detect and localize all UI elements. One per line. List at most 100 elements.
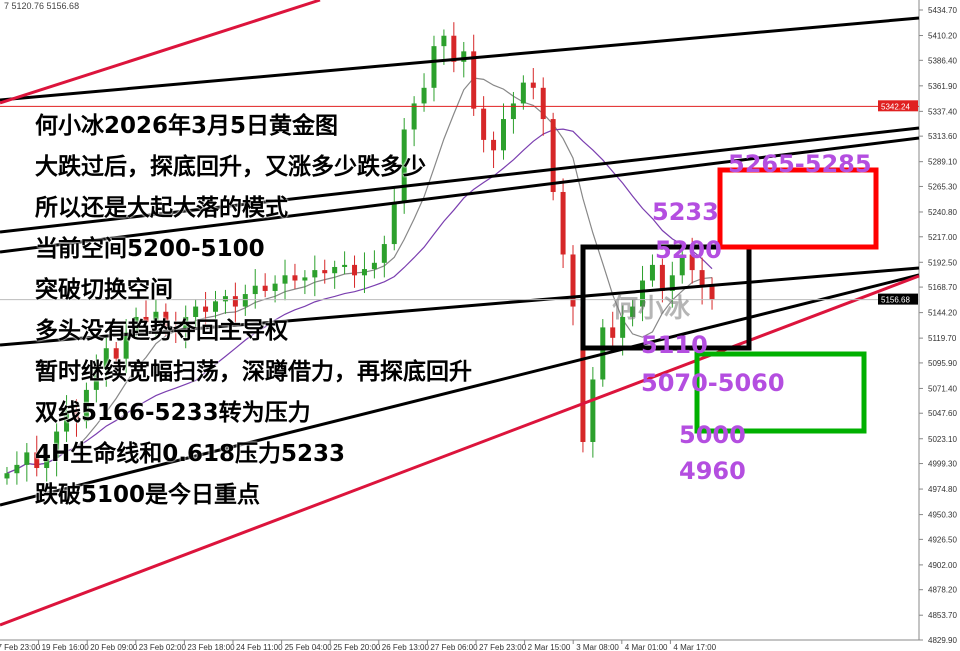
candle <box>143 300 149 334</box>
candle <box>659 258 665 303</box>
candle-body <box>103 348 109 370</box>
trendline-lower-2 <box>0 273 920 507</box>
current-price-tag-label: 5156.68 <box>881 296 910 305</box>
candle <box>242 284 248 316</box>
candle <box>183 305 189 349</box>
candle-body <box>520 82 526 104</box>
y-tick-label: 4902.00 <box>928 561 957 570</box>
candle <box>272 275 278 303</box>
y-tick-label: 4829.90 <box>928 636 957 645</box>
candle-body <box>64 410 70 432</box>
candle-body <box>93 369 99 390</box>
level-5200: 5200 <box>655 236 722 264</box>
level-green-zone: 5070-5060 <box>641 369 785 397</box>
x-tick-label: 4 Mar 01:00 <box>625 643 668 651</box>
ma-fast-line <box>6 77 713 474</box>
box-red-resistance <box>717 167 879 250</box>
candle <box>649 254 655 287</box>
candle-body <box>282 275 288 284</box>
y-tick-label: 5095.90 <box>928 359 957 368</box>
candle <box>361 252 367 294</box>
y-tick-label: 5023.10 <box>928 435 957 444</box>
analysis-line: 所以还是大起大落的模式 <box>35 195 288 221</box>
candle-body <box>421 87 427 104</box>
x-tick-label: 2 Mar 15:00 <box>528 643 571 651</box>
level-red-zone: 5265-5285 <box>728 150 872 178</box>
candle-body <box>590 379 596 442</box>
candle-body <box>322 270 328 274</box>
level-5233: 5233 <box>652 198 719 226</box>
candle-body <box>332 266 338 274</box>
candle-body <box>83 389 89 422</box>
candle <box>640 265 646 322</box>
watermark: 何小冰 <box>612 294 691 324</box>
candle-body <box>391 202 397 245</box>
candle <box>232 282 238 325</box>
candle-body <box>34 452 40 469</box>
level-5000: 5000 <box>679 421 746 449</box>
candle <box>530 68 536 100</box>
candle <box>481 96 487 153</box>
ma-slow-line <box>6 128 713 474</box>
candle-body <box>669 275 675 291</box>
candle-body <box>640 280 646 307</box>
candle <box>491 131 497 169</box>
analysis-line: 突破切换空间 <box>35 277 173 303</box>
candle <box>14 451 20 485</box>
candle-body <box>709 285 715 300</box>
analysis-line: 4H生命线和0.618压力5233 <box>35 441 346 467</box>
y-tick-label: 4974.80 <box>928 485 957 494</box>
analysis-line: 多头没有趋势夺回主导权 <box>35 318 288 344</box>
candle-body <box>610 327 616 338</box>
x-tick-label: 25 Feb 04:00 <box>285 643 333 651</box>
y-tick-label: 5192.50 <box>928 258 957 267</box>
candle <box>203 291 209 328</box>
box-black-range <box>580 244 752 351</box>
level-4960: 4960 <box>679 457 746 485</box>
candle <box>570 245 576 326</box>
candle-body <box>232 296 238 307</box>
candle <box>431 35 437 102</box>
y-tick-label: 5265.30 <box>928 182 957 191</box>
candle-body <box>163 311 169 328</box>
candle-body <box>252 285 258 295</box>
y-tick-label: 4999.30 <box>928 460 957 469</box>
analysis-line: 当前空间5200-5100 <box>35 236 265 262</box>
candle-body <box>292 275 298 281</box>
candle-body <box>699 270 705 286</box>
candle-body <box>381 244 387 263</box>
x-tick-label: 17 Feb 23:00 <box>0 643 41 651</box>
candle-body <box>441 35 447 47</box>
candle-body <box>500 119 506 151</box>
candle-body <box>203 306 209 312</box>
candle <box>520 75 526 110</box>
candle <box>500 103 506 160</box>
candle <box>560 178 566 269</box>
candle <box>679 245 685 284</box>
current-price-tag <box>878 293 918 305</box>
candle <box>262 273 268 298</box>
candle <box>4 466 10 485</box>
candle <box>381 235 387 278</box>
candle-body <box>649 264 655 281</box>
candle-body <box>471 51 477 109</box>
analysis-line: 跌破5100是今日重点 <box>35 482 261 508</box>
y-tick-label: 5337.40 <box>928 107 957 116</box>
candle <box>322 259 328 284</box>
x-tick-label: 27 Feb 06:00 <box>430 643 478 651</box>
candle <box>471 34 477 116</box>
candle-body <box>153 311 159 323</box>
candle <box>630 299 636 327</box>
candle <box>173 311 179 344</box>
candle-body <box>113 348 119 359</box>
y-tick-label: 5119.70 <box>928 334 957 343</box>
y-tick-label: 4950.30 <box>928 511 957 520</box>
candle-body <box>491 139 497 151</box>
candle <box>222 289 228 314</box>
x-tick-label: 26 Feb 13:00 <box>382 643 430 651</box>
analysis-line: 何小冰2026年3月5日黄金图 <box>35 113 339 139</box>
y-tick-label: 5217.00 <box>928 233 957 242</box>
candle <box>24 443 30 482</box>
analysis-line: 暂时继续宽幅扫荡，深蹲借力，再探底回升 <box>35 359 472 385</box>
